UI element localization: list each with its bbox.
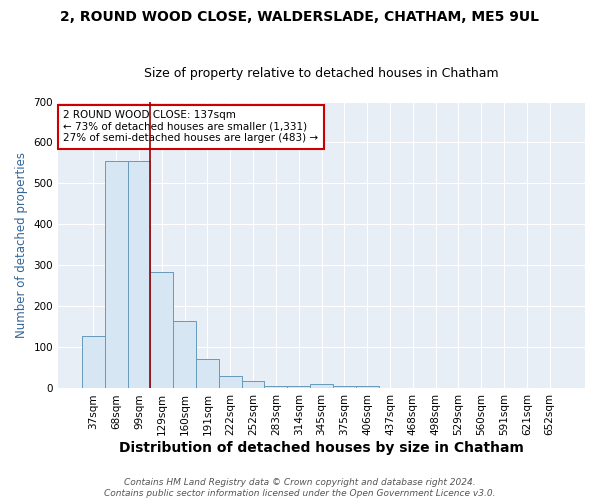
Bar	[242, 381, 265, 388]
Bar	[105, 161, 128, 388]
Bar	[310, 384, 333, 388]
Bar	[196, 359, 219, 388]
Bar	[265, 386, 287, 388]
Bar	[356, 386, 379, 388]
Bar	[219, 376, 242, 388]
Bar	[333, 386, 356, 388]
Bar	[287, 386, 310, 388]
Text: 2, ROUND WOOD CLOSE, WALDERSLADE, CHATHAM, ME5 9UL: 2, ROUND WOOD CLOSE, WALDERSLADE, CHATHA…	[61, 10, 539, 24]
Text: Contains HM Land Registry data © Crown copyright and database right 2024.
Contai: Contains HM Land Registry data © Crown c…	[104, 478, 496, 498]
Y-axis label: Number of detached properties: Number of detached properties	[15, 152, 28, 338]
Title: Size of property relative to detached houses in Chatham: Size of property relative to detached ho…	[144, 66, 499, 80]
Bar	[82, 336, 105, 388]
Text: 2 ROUND WOOD CLOSE: 137sqm
← 73% of detached houses are smaller (1,331)
27% of s: 2 ROUND WOOD CLOSE: 137sqm ← 73% of deta…	[64, 110, 319, 144]
X-axis label: Distribution of detached houses by size in Chatham: Distribution of detached houses by size …	[119, 441, 524, 455]
Bar	[173, 321, 196, 388]
Bar	[128, 161, 151, 388]
Bar	[151, 272, 173, 388]
